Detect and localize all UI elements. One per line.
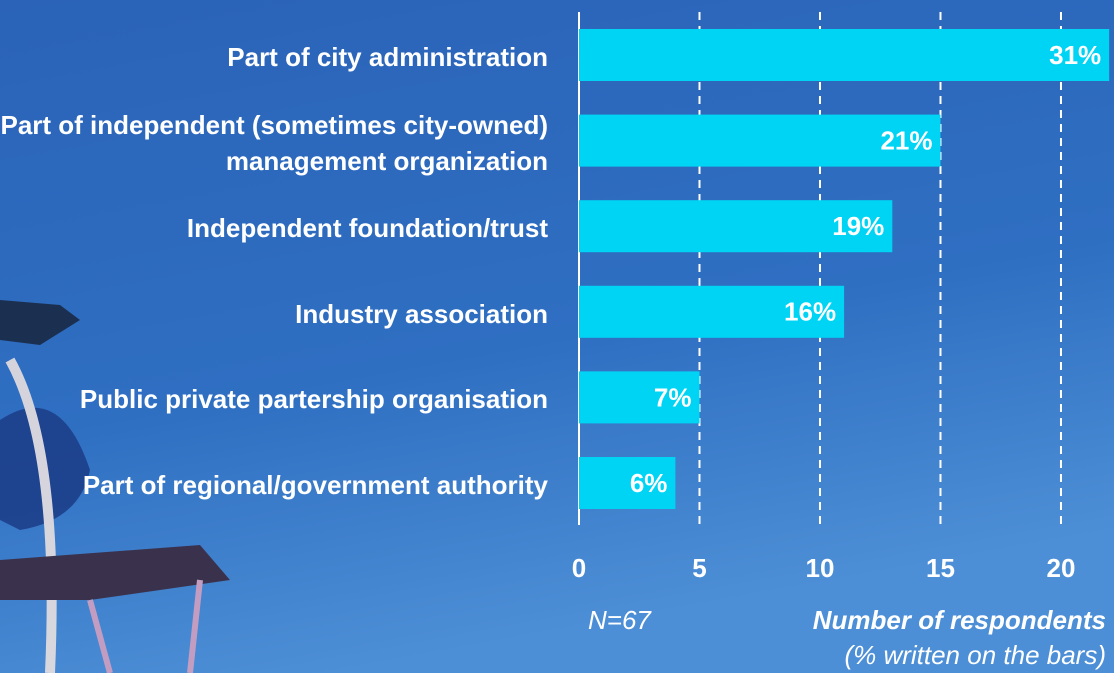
x-tick-label: 5 xyxy=(692,553,706,583)
x-tick-label: 20 xyxy=(1047,553,1076,583)
category-label: Independent foundation/trust xyxy=(0,210,548,246)
value-label: 16% xyxy=(784,297,836,327)
chart: N=67 Number of respondents (% written on… xyxy=(0,0,1114,673)
value-label: 19% xyxy=(832,211,884,241)
category-label: Public private partership organisation xyxy=(0,381,548,417)
category-label: Industry association xyxy=(0,296,548,332)
x-tick-label: 0 xyxy=(572,553,586,583)
value-label: 6% xyxy=(630,468,668,498)
x-tick-label: 10 xyxy=(806,553,835,583)
bar xyxy=(579,29,1109,81)
value-label: 7% xyxy=(654,382,692,412)
note: N=67 xyxy=(588,605,652,635)
category-label: Part of city administration xyxy=(0,39,548,75)
category-label: Part of independent (sometimes city-owne… xyxy=(0,107,548,179)
category-label: Part of regional/government authority xyxy=(0,467,548,503)
x-axis-subtitle: (% written on the bars) xyxy=(844,640,1106,670)
x-axis-title: Number of respondents xyxy=(813,605,1106,635)
x-tick-label: 15 xyxy=(926,553,955,583)
page: {"chart_data": {"type": "bar", "orientat… xyxy=(0,0,1114,673)
value-label: 31% xyxy=(1049,40,1101,70)
value-label: 21% xyxy=(880,125,932,155)
